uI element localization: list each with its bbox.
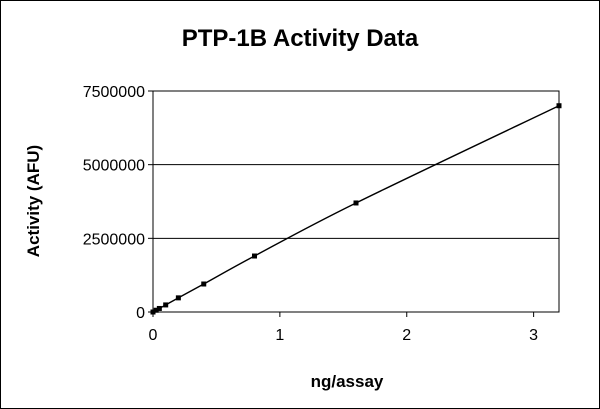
- data-point: [175, 295, 181, 301]
- y-tick-label: 5000000: [83, 158, 145, 175]
- series-line: [152, 105, 560, 313]
- x-tick-label: 2: [402, 327, 411, 344]
- data-point: [163, 302, 169, 308]
- data-point: [201, 281, 207, 287]
- data-markers: [150, 103, 562, 315]
- y-tick-label: 7500000: [83, 84, 145, 101]
- x-tick-label: 3: [529, 327, 538, 344]
- y-tick-label: 0: [136, 305, 145, 322]
- grid-lines: [153, 164, 559, 239]
- data-point: [353, 200, 359, 206]
- data-point: [153, 307, 159, 313]
- y-tick-label: 2500000: [83, 231, 145, 248]
- y-axis-ticks: 0 2500000 5000000 7500000: [83, 84, 153, 322]
- x-axis-label: ng/assay: [311, 372, 384, 391]
- x-axis-ticks: 0 1 2 3: [149, 312, 538, 344]
- y-axis-label: Activity (AFU): [24, 145, 43, 257]
- data-point: [156, 305, 162, 311]
- plot-area: [152, 90, 560, 313]
- data-point: [150, 309, 156, 315]
- x-tick-label: 0: [149, 327, 158, 344]
- data-point: [252, 253, 257, 259]
- x-tick-label: 1: [275, 327, 284, 344]
- data-point: [556, 103, 562, 109]
- chart-title: PTP-1B Activity Data: [182, 25, 419, 52]
